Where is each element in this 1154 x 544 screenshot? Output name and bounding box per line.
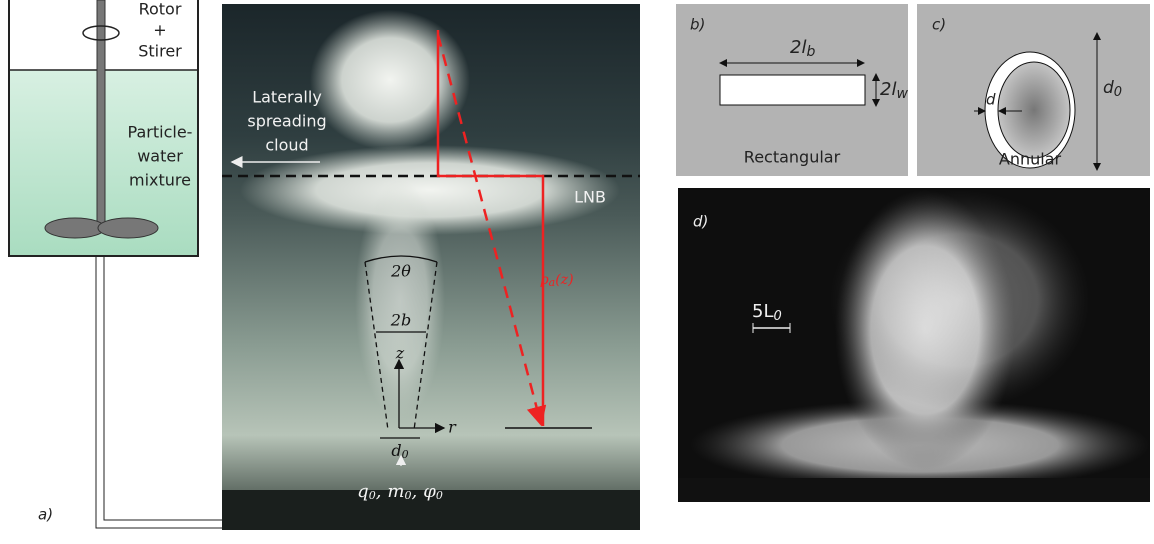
text-part: 0 (773, 309, 781, 324)
gap-label: d (986, 91, 996, 109)
diameter-label: d0 (1103, 78, 1122, 100)
rotor-label: + (153, 21, 166, 40)
mixture-label: mixture (129, 171, 191, 190)
shape (997, 61, 1071, 159)
shape (222, 490, 640, 530)
width-label: 2b (390, 311, 411, 330)
mixture-label: Particle- (128, 123, 193, 142)
panel-label: b) (690, 16, 705, 34)
plume-photo (222, 4, 640, 530)
shape (436, 30, 545, 426)
density-label: ρa(z) (539, 272, 573, 289)
text-part: 0 (436, 489, 443, 502)
shape (240, 145, 620, 235)
text-part: m (387, 481, 404, 502)
text-part: 0 (405, 489, 412, 502)
flux-label: q0, m0, φ0 (357, 481, 443, 502)
shape (355, 180, 445, 420)
text-part: q (357, 481, 369, 502)
axis-label: r (448, 418, 457, 437)
mixture-label: water (137, 147, 183, 166)
density-profile (436, 30, 547, 427)
text-part: b (806, 44, 815, 60)
panel-label: d) (693, 213, 708, 231)
shape (97, 217, 159, 239)
shape (82, 25, 120, 41)
shape (413, 261, 438, 431)
text-part: d (1103, 78, 1114, 98)
thickness-label: 2lw (880, 79, 908, 102)
text-part: a (549, 276, 556, 289)
text-part: , (412, 481, 418, 502)
text-part: 0 (369, 489, 376, 502)
cone (364, 255, 446, 466)
text-part: φ (423, 481, 436, 502)
angle-label: 2θ (390, 262, 411, 281)
shape (364, 261, 389, 431)
shape (678, 478, 1150, 502)
scale-label: 5L0 (752, 301, 782, 324)
rectangular-nozzle (719, 74, 866, 106)
text-part: , (376, 481, 382, 502)
cloud-label: Laterally (252, 88, 322, 107)
rotor-label: Rotor (139, 0, 182, 19)
axis-label: z (395, 344, 405, 363)
caption: Annular (999, 150, 1062, 169)
shape (96, 0, 106, 229)
text-part: 0 (1114, 85, 1122, 100)
shape (436, 34, 547, 427)
shape (310, 10, 470, 150)
cloud-label: cloud (265, 136, 308, 155)
length-label: 2lb (790, 37, 815, 60)
text-part: 2l (790, 37, 806, 58)
text-part: ρ (539, 272, 549, 288)
shape (44, 217, 106, 239)
rotor-label: Stirer (138, 42, 182, 61)
text-part: 5L (752, 301, 773, 322)
shape (830, 190, 1090, 410)
caption: Rectangular (744, 148, 841, 167)
text-part: (z) (555, 272, 573, 288)
text-part: 2l (880, 79, 896, 100)
diameter-label: d0 (391, 441, 408, 462)
panel-label: a) (38, 506, 53, 524)
cloud-label: spreading (247, 112, 326, 131)
text-part: 0 (402, 448, 409, 461)
panel-d-photo (678, 188, 1150, 502)
shape (364, 255, 438, 263)
lnb-label: LNB (574, 188, 606, 207)
text-part: d (391, 441, 401, 460)
text-part: w (896, 86, 908, 102)
panel-label: c) (932, 16, 946, 34)
tank (8, 0, 405, 529)
